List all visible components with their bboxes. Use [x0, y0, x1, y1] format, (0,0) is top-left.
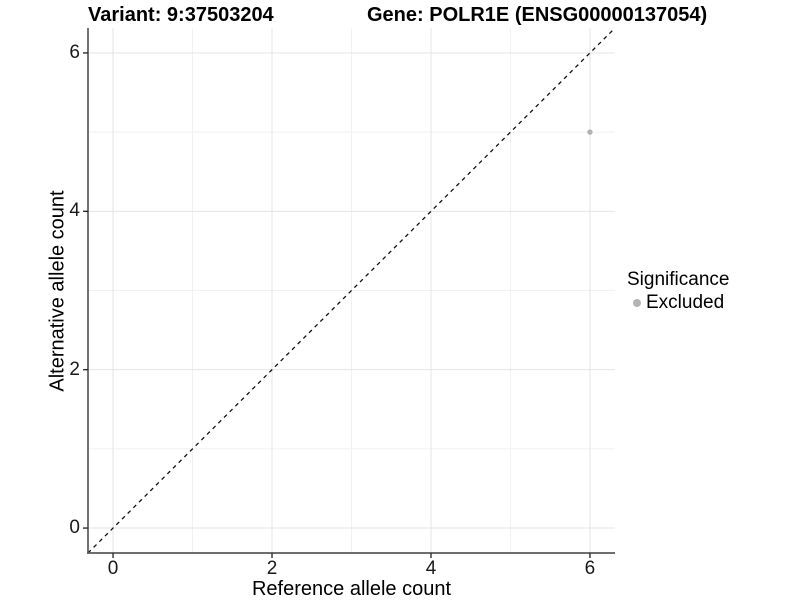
y-tick-label: 6 — [69, 41, 80, 63]
y-tick-label: 4 — [69, 200, 80, 222]
major-gridlines — [88, 28, 615, 553]
y-tick-label: 0 — [69, 517, 80, 539]
x-axis-label: Reference allele count — [251, 578, 451, 600]
x-tick-label: 4 — [425, 558, 437, 579]
legend-title: Significance — [627, 269, 730, 290]
x-tick-label: 0 — [107, 558, 119, 579]
y-tick-label: 2 — [69, 358, 80, 380]
legend-item-excluded: Excluded — [633, 292, 729, 314]
axis-lines — [87, 28, 615, 554]
x-tick-label: 6 — [584, 558, 596, 579]
x-tick-label: 2 — [266, 558, 278, 579]
plot-title-gene: Gene: POLR1E (ENSG00000137054) — [367, 4, 708, 26]
data-point — [587, 129, 593, 135]
identity-line — [87, 27, 616, 554]
legend: Significance Excluded — [627, 268, 729, 314]
plot-title-variant: Variant: 9:37503204 — [88, 4, 274, 26]
tick-marks — [83, 52, 591, 558]
data-points — [587, 129, 593, 135]
legend-item-label: Excluded — [646, 292, 725, 313]
legend-key-dot-icon — [633, 299, 641, 307]
